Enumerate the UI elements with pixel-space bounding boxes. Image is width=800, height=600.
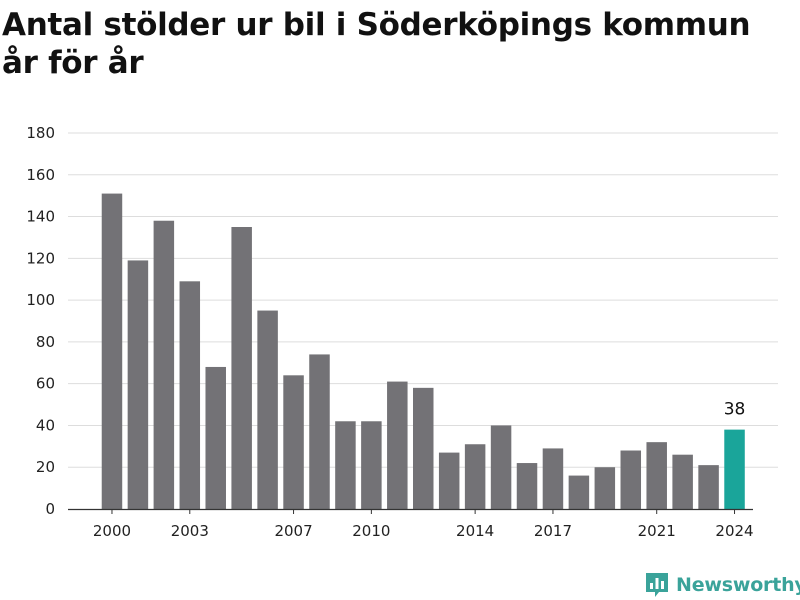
bar-2014 xyxy=(464,444,486,509)
bar-2004 xyxy=(205,366,226,509)
bar-2021 xyxy=(646,442,667,509)
bar-2024 xyxy=(724,429,745,509)
bar-2012 xyxy=(413,387,434,509)
y-tick-label-100: 100 xyxy=(26,291,55,309)
x-axis: 2000 2003 2007 2010 2014 2017 2021 2024 xyxy=(68,508,754,540)
bar-2006 xyxy=(257,310,278,509)
bar-2023 xyxy=(698,465,719,509)
x-tick-label-2021: 2021 xyxy=(638,522,676,540)
y-tick-label-160: 160 xyxy=(26,166,55,184)
bar-2000 xyxy=(101,193,123,510)
data-labels: 38 xyxy=(724,400,746,420)
y-tick-label-60: 60 xyxy=(36,375,55,393)
bar-2016 xyxy=(516,463,538,509)
newsworthy-logo: Newsworthy xyxy=(644,570,800,600)
y-tick-label-180: 180 xyxy=(26,124,55,142)
y-tick-label-140: 140 xyxy=(26,208,55,226)
x-tick-label-2010: 2010 xyxy=(352,522,390,540)
bar-2001 xyxy=(127,260,149,509)
bar-2005 xyxy=(231,227,252,509)
bar-2002 xyxy=(153,220,175,509)
x-tick-label-2017: 2017 xyxy=(534,522,572,540)
y-tick-label-0: 0 xyxy=(45,500,55,518)
bar-2007 xyxy=(283,375,304,509)
bars xyxy=(101,193,745,510)
y-tick-label-40: 40 xyxy=(36,416,55,434)
bar-2022 xyxy=(672,454,693,509)
chart-logo-icon xyxy=(646,573,668,597)
data-label-2024: 38 xyxy=(724,400,746,420)
bar-2020 xyxy=(620,450,642,509)
x-tick-label-2000: 2000 xyxy=(93,522,131,540)
x-tick-label-2003: 2003 xyxy=(171,522,209,540)
x-tick-label-2014: 2014 xyxy=(456,522,494,540)
bar-2009 xyxy=(335,421,356,509)
x-tick-label-2007: 2007 xyxy=(274,522,312,540)
y-tick-label-20: 20 xyxy=(36,458,55,476)
brand-name: Newsworthy xyxy=(676,574,800,596)
y-tick-label-80: 80 xyxy=(36,333,55,351)
y-axis-ticks: 0 20 40 60 80 100 120 140 160 180 xyxy=(26,124,55,518)
bar-2011 xyxy=(387,381,408,509)
bar-2013 xyxy=(438,452,460,509)
bar-2017 xyxy=(542,448,564,509)
chart-title: Antal stölder ur bil i Söderköpings komm… xyxy=(2,7,751,81)
bar-2019 xyxy=(594,467,616,509)
x-tick-label-2024: 2024 xyxy=(715,522,753,540)
y-tick-label-120: 120 xyxy=(26,249,55,267)
bar-2015 xyxy=(490,425,512,509)
bar-2003 xyxy=(179,281,201,509)
bar-2010 xyxy=(361,421,382,509)
bar-2008 xyxy=(309,354,330,509)
bar-2018 xyxy=(568,475,590,509)
